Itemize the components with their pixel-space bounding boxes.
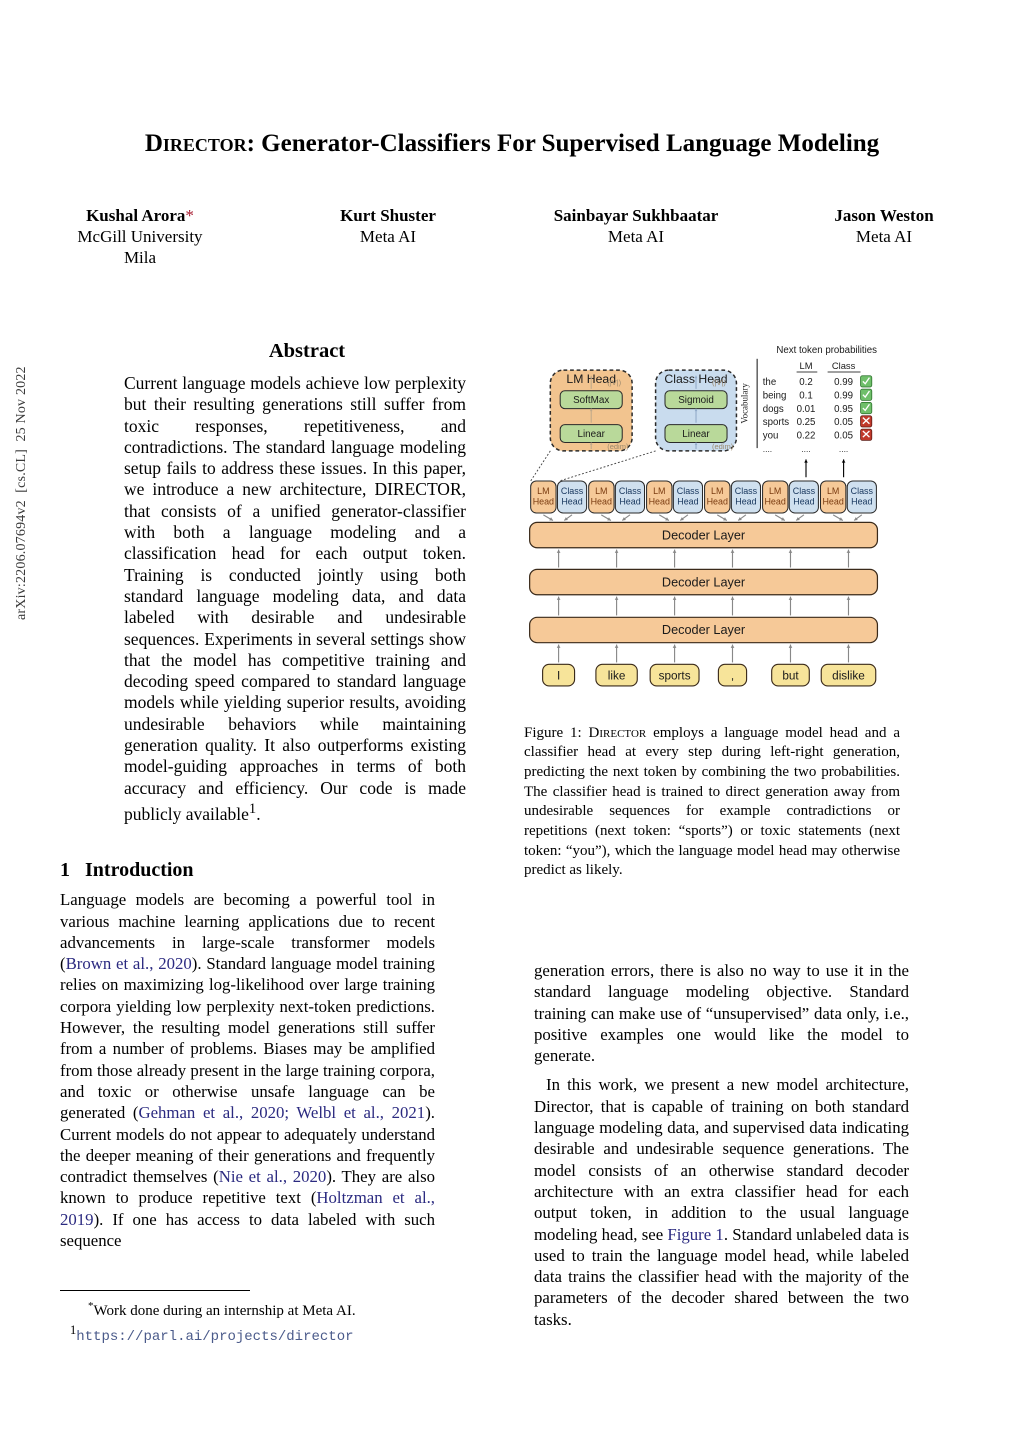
svg-text:0.1: 0.1 [799,390,812,401]
svg-text:Head: Head [533,497,554,507]
svg-text:(|V|): (|V|) [712,378,726,387]
svg-text:being: being [763,390,787,401]
svg-text:Class: Class [832,360,856,371]
svg-text:Head: Head [619,497,640,507]
svg-text:SoftMax: SoftMax [573,395,609,406]
svg-text:LM: LM [711,486,723,496]
svg-text:Decoder Layer: Decoder Layer [662,623,746,637]
svg-text:LM: LM [537,486,549,496]
svg-text:0.25: 0.25 [797,417,816,428]
svg-text:....: .... [763,444,772,454]
svg-text:Class: Class [677,486,700,496]
svg-text:Head: Head [561,497,582,507]
svg-text:LM: LM [595,486,607,496]
svg-text:Vocabulary: Vocabulary [740,383,750,424]
svg-text:0.05: 0.05 [834,431,853,442]
svg-text:(edim): (edim) [607,442,629,451]
svg-text:dislike: dislike [832,669,865,682]
svg-text:LM: LM [769,486,781,496]
svg-text:dogs: dogs [763,404,784,415]
svg-text:Class: Class [851,486,874,496]
svg-text:Head: Head [764,497,785,507]
svg-text:Head: Head [851,497,872,507]
svg-text:Head: Head [591,497,612,507]
svg-text:Head: Head [793,497,814,507]
svg-text:0.01: 0.01 [797,404,816,415]
svg-text:0.95: 0.95 [834,404,853,415]
svg-text:Head: Head [822,497,843,507]
svg-text:Decoder Layer: Decoder Layer [662,575,746,589]
svg-text:sports: sports [763,417,790,428]
svg-text:Linear: Linear [577,429,605,440]
svg-text:Linear: Linear [682,429,710,440]
svg-text:Decoder Layer: Decoder Layer [662,528,746,542]
svg-text:Class: Class [619,486,642,496]
svg-text:0.2: 0.2 [799,377,812,388]
svg-text:like: like [608,669,626,682]
svg-text:,: , [731,669,734,682]
svg-text:LM: LM [799,360,812,371]
svg-text:Next token probabilities: Next token probabilities [776,345,877,356]
svg-text:Head: Head [707,497,728,507]
svg-text:Head: Head [677,497,698,507]
svg-text:Sigmoid: Sigmoid [678,395,714,406]
svg-text:(|V|): (|V|) [607,378,621,387]
svg-text:(edim): (edim) [712,442,734,451]
svg-text:Head: Head [735,497,756,507]
svg-text:LM: LM [827,486,839,496]
svg-text:LM: LM [653,486,665,496]
svg-text:....: .... [801,444,810,454]
svg-text:I: I [557,669,560,682]
svg-text:sports: sports [659,669,691,682]
svg-text:but: but [782,669,799,682]
svg-text:0.99: 0.99 [834,390,853,401]
svg-text:....: .... [839,444,848,454]
svg-text:Class: Class [561,486,584,496]
svg-text:Class: Class [793,486,816,496]
svg-text:0.22: 0.22 [797,431,816,442]
svg-text:you: you [763,431,779,442]
svg-text:Class: Class [735,486,758,496]
svg-text:Head: Head [649,497,670,507]
svg-text:the: the [763,377,776,388]
svg-text:0.05: 0.05 [834,417,853,428]
svg-text:0.99: 0.99 [834,377,853,388]
